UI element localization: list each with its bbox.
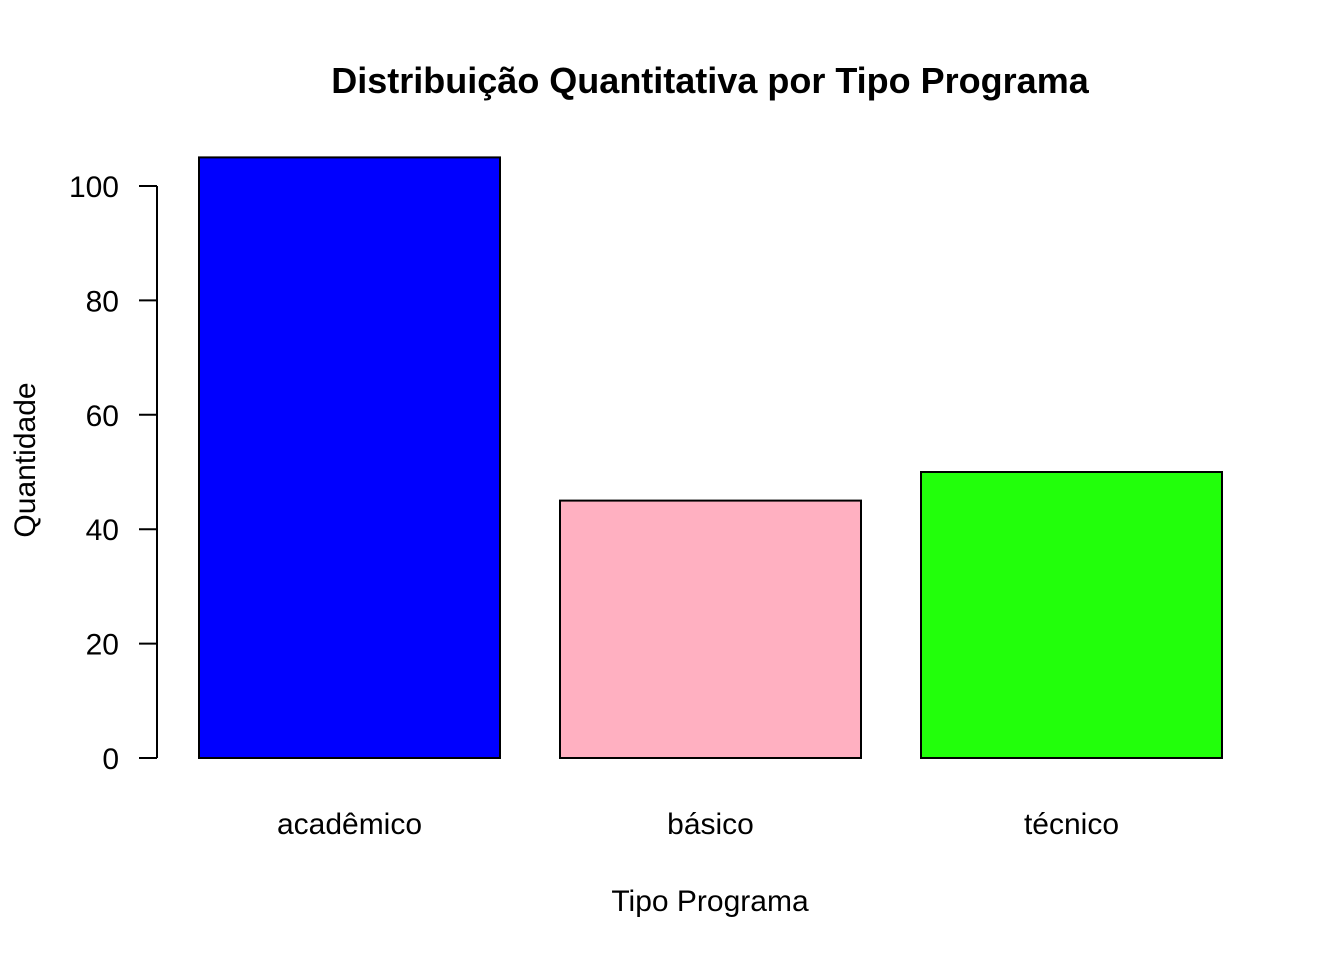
x-tick-labels: acadêmico básico técnico	[277, 808, 1119, 841]
y-axis-label: Quantidade	[9, 382, 42, 537]
y-tick-label: 60	[86, 400, 119, 433]
x-tick-label: acadêmico	[277, 808, 422, 841]
y-tick-label: 100	[69, 171, 119, 204]
x-axis-label: Tipo Programa	[611, 885, 809, 918]
chart-title: Distribuição Quantitativa por Tipo Progr…	[331, 60, 1089, 101]
bar-1	[559, 499, 862, 759]
y-axis: 0 20 40 60 80 100	[69, 171, 158, 776]
x-tick-label: básico	[667, 808, 754, 841]
bar-0	[198, 156, 501, 759]
bar-2	[920, 471, 1223, 759]
y-tick-label: 40	[86, 514, 119, 547]
y-tick-label: 0	[102, 743, 119, 776]
y-tick-label: 20	[86, 629, 119, 662]
x-tick-label: técnico	[1024, 808, 1119, 841]
y-tick-label: 80	[86, 285, 119, 318]
bars-group	[198, 156, 1223, 759]
